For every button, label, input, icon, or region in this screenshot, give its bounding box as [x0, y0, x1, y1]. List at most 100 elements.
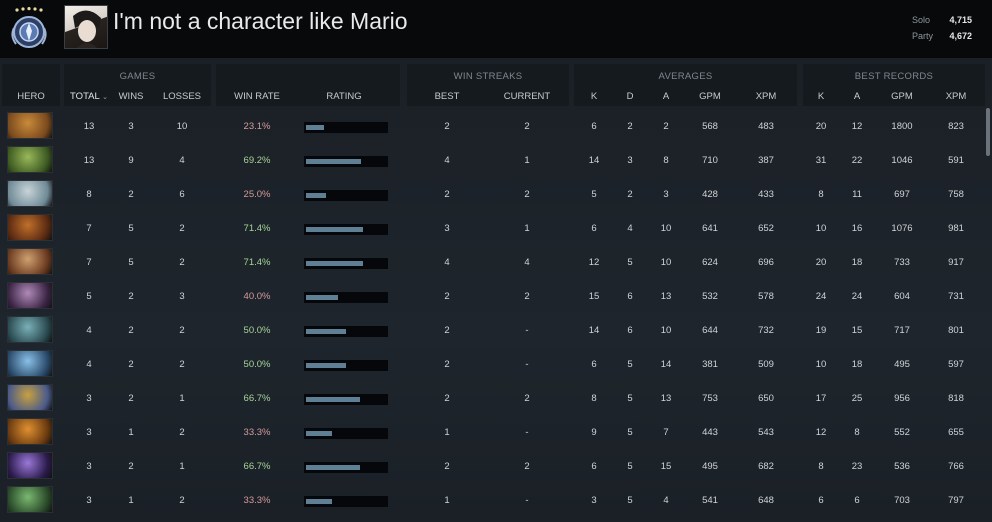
losses-cell: 10	[176, 121, 188, 132]
table-row[interactable]: 3 2 1 66.7% 2 2 6 5 15 495 682 8 23 536 766	[0, 450, 985, 484]
best-streak-cell: 2	[444, 325, 450, 336]
rating-bar-fill	[306, 159, 361, 164]
col-win-rate[interactable]: WIN RATE	[234, 91, 280, 102]
avg-assists-cell: 13	[660, 393, 672, 404]
avg-assists-cell: 10	[660, 257, 672, 268]
table-row[interactable]: 3 1 2 33.3% 1 - 3 5 4 541 648 6 6 703 797	[0, 484, 985, 518]
col-hero[interactable]: HERO	[17, 91, 45, 102]
player-avatar[interactable]	[64, 5, 108, 49]
losses-cell: 2	[179, 495, 185, 506]
col-best-k[interactable]: K	[817, 91, 825, 102]
best-xpm-cell: 591	[948, 155, 964, 166]
avg-deaths-cell: 5	[627, 495, 633, 506]
best-gpm-cell: 1076	[891, 223, 913, 234]
avg-kills-cell: 3	[591, 495, 597, 506]
best-streak-cell: 4	[444, 155, 450, 166]
avg-gpm-cell: 443	[702, 427, 718, 438]
best-streak-cell: 2	[444, 461, 450, 472]
best-assists-cell: 23	[851, 461, 863, 472]
hero-portrait[interactable]	[7, 418, 53, 445]
avg-assists-cell: 3	[663, 189, 669, 200]
wins-cell: 5	[128, 257, 134, 268]
losses-cell: 2	[179, 427, 185, 438]
avg-assists-cell: 10	[660, 223, 672, 234]
win-rate-cell: 40.0%	[243, 291, 271, 302]
avg-kills-cell: 15	[588, 291, 600, 302]
rating-bar-fill	[306, 261, 363, 266]
col-wins[interactable]: WINS	[118, 91, 144, 102]
col-avg-xpm[interactable]: XPM	[755, 91, 777, 102]
col-avg-k[interactable]: K	[590, 91, 598, 102]
col-current-streak[interactable]: CURRENT	[503, 91, 551, 102]
total-games-cell: 3	[86, 393, 92, 404]
rating-bar-fill	[306, 227, 363, 232]
avg-gpm-cell: 541	[702, 495, 718, 506]
best-gpm-cell: 1800	[891, 121, 913, 132]
table-row[interactable]: 4 2 2 50.0% 2 - 14 6 10 644 732 19 15 717 801	[0, 314, 985, 348]
hero-portrait[interactable]	[7, 452, 53, 479]
col-rating[interactable]: RATING	[326, 91, 362, 102]
best-kills-cell: 17	[815, 393, 827, 404]
best-streak-cell: 2	[444, 359, 450, 370]
table-row[interactable]: 7 5 2 71.4% 3 1 6 4 10 641 652 10 16 1076 981	[0, 212, 985, 246]
best-kills-cell: 10	[815, 359, 827, 370]
avg-xpm-cell: 682	[758, 461, 774, 472]
avg-xpm-cell: 648	[758, 495, 774, 506]
rating-bar	[304, 190, 388, 201]
win-rate-cell: 66.7%	[243, 461, 271, 472]
best-gpm-cell: 733	[894, 257, 910, 268]
col-best-streak[interactable]: BEST	[434, 91, 460, 102]
avg-deaths-cell: 5	[627, 257, 633, 268]
col-total[interactable]: TOTAL ⌄	[66, 91, 112, 102]
table-row[interactable]: 3 1 2 33.3% 1-9 5 7 443 543 12 8 552 655	[0, 416, 985, 450]
col-best-gpm[interactable]: GPM	[891, 91, 913, 102]
table-row[interactable]: 8 2 6 25.0% 2 2 5 2 3 428 433 8 11 697 758	[0, 178, 985, 212]
total-games-cell: 7	[86, 223, 92, 234]
wins-cell: 3	[128, 121, 134, 132]
hero-portrait[interactable]	[7, 214, 53, 241]
hero-portrait[interactable]	[7, 486, 53, 513]
wins-cell: 9	[128, 155, 134, 166]
rating-bar-fill	[306, 431, 332, 436]
table-row[interactable]: 3 2 1 66.7% 2 2 8 5 13 753 650 17 25 956 818	[0, 382, 985, 416]
hero-portrait[interactable]	[7, 180, 53, 207]
col-best-a[interactable]: A	[853, 91, 861, 102]
best-streak-cell: 3	[444, 223, 450, 234]
hero-portrait[interactable]	[7, 350, 53, 377]
hero-portrait[interactable]	[7, 248, 53, 275]
avg-deaths-cell: 6	[627, 325, 633, 336]
table-row[interactable]: 13 9 4 69.2% 4 1 14 3 8 710 387 31 22 1046 591	[0, 144, 985, 178]
best-kills-cell: 20	[815, 121, 827, 132]
avg-xpm-cell: 387	[758, 155, 774, 166]
avg-assists-cell: 2	[663, 121, 669, 132]
col-avg-d[interactable]: D	[626, 91, 634, 102]
current-streak-cell: 2	[524, 393, 530, 404]
rating-bar	[304, 224, 388, 235]
hero-portrait[interactable]	[7, 112, 53, 139]
rating-bar-fill	[306, 363, 346, 368]
rating-group-panel	[216, 64, 400, 106]
avg-deaths-cell: 2	[627, 121, 633, 132]
col-losses[interactable]: LOSSES	[162, 91, 202, 102]
col-avg-gpm[interactable]: GPM	[699, 91, 721, 102]
table-row[interactable]: 5 2 3 40.0% 2 2 15 6 13 532 578 24 24 604 731	[0, 280, 985, 314]
hero-stats-table	[0, 58, 992, 522]
hero-portrait[interactable]	[7, 146, 53, 173]
col-avg-a[interactable]: A	[662, 91, 670, 102]
hero-portrait[interactable]	[7, 316, 53, 343]
table-scrollbar[interactable]	[986, 108, 990, 156]
best-xpm-cell: 758	[948, 189, 964, 200]
avg-xpm-cell: 650	[758, 393, 774, 404]
hero-portrait[interactable]	[7, 384, 53, 411]
col-best-xpm[interactable]: XPM	[945, 91, 967, 102]
current-streak-cell: 2	[524, 291, 530, 302]
table-row[interactable]: 4 2 2 50.0% 2 - 6 5 14 381 509 10 18 495 597	[0, 348, 985, 382]
rating-bar	[304, 156, 388, 167]
table-row[interactable]: 13 3 10 23.1% 2 2 6 2 2 568 483 20 12 1800 823	[0, 110, 985, 144]
best-xpm-cell: 818	[948, 393, 964, 404]
best-kills-cell: 10	[815, 223, 827, 234]
losses-cell: 2	[179, 325, 185, 336]
best-assists-cell: 6	[854, 495, 860, 506]
table-row[interactable]: 7 5 2 71.4% 4 4 12 5 10 624 696 20 18 733 917	[0, 246, 985, 280]
hero-portrait[interactable]	[7, 282, 53, 309]
